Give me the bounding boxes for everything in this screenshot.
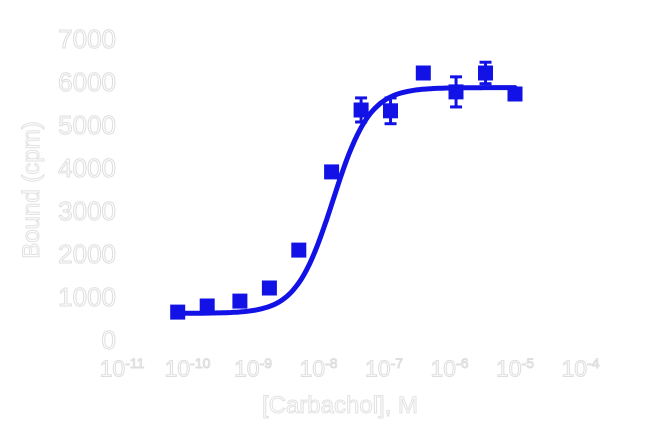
y-tick-label: 2000: [58, 239, 117, 269]
x-tick-label: 10-6: [430, 355, 469, 382]
x-tick-label: 10-4: [561, 355, 600, 382]
y-tick-label: 5000: [58, 110, 117, 140]
data-point-marker: [199, 298, 215, 314]
y-axis-title: Bound (cpm): [18, 121, 46, 259]
data-point-marker: [170, 304, 186, 320]
x-tick-label: 10-9: [233, 355, 273, 382]
data-point-marker: [291, 242, 307, 258]
x-tick-label: 10-7: [364, 355, 404, 382]
data-point-marker: [507, 86, 523, 102]
y-tick-label: 7000: [58, 24, 117, 54]
data-point-marker: [261, 280, 277, 296]
data-point-marker: [353, 102, 369, 118]
y-tick-label: 1000: [58, 282, 117, 312]
y-tick-label: 4000: [58, 153, 117, 183]
x-tick-label: 10-11: [99, 355, 145, 382]
y-tick-label: 3000: [58, 196, 117, 226]
data-point-marker: [232, 293, 248, 309]
x-tick-label: 10-8: [299, 355, 338, 382]
x-axis-title: [Carbachol], M: [261, 392, 419, 420]
fitted-sigmoid-curve: [175, 85, 518, 316]
data-point-marker: [383, 103, 398, 119]
y-tick-label: 0: [101, 325, 116, 355]
data-point-marker: [478, 65, 493, 81]
data-point-marker: [324, 164, 340, 180]
data-point-marker: [415, 65, 431, 81]
x-tick-label: 10-5: [495, 355, 535, 382]
x-tick-label: 10-10: [164, 355, 211, 382]
data-point-marker: [448, 84, 464, 100]
y-tick-label: 6000: [58, 67, 117, 97]
